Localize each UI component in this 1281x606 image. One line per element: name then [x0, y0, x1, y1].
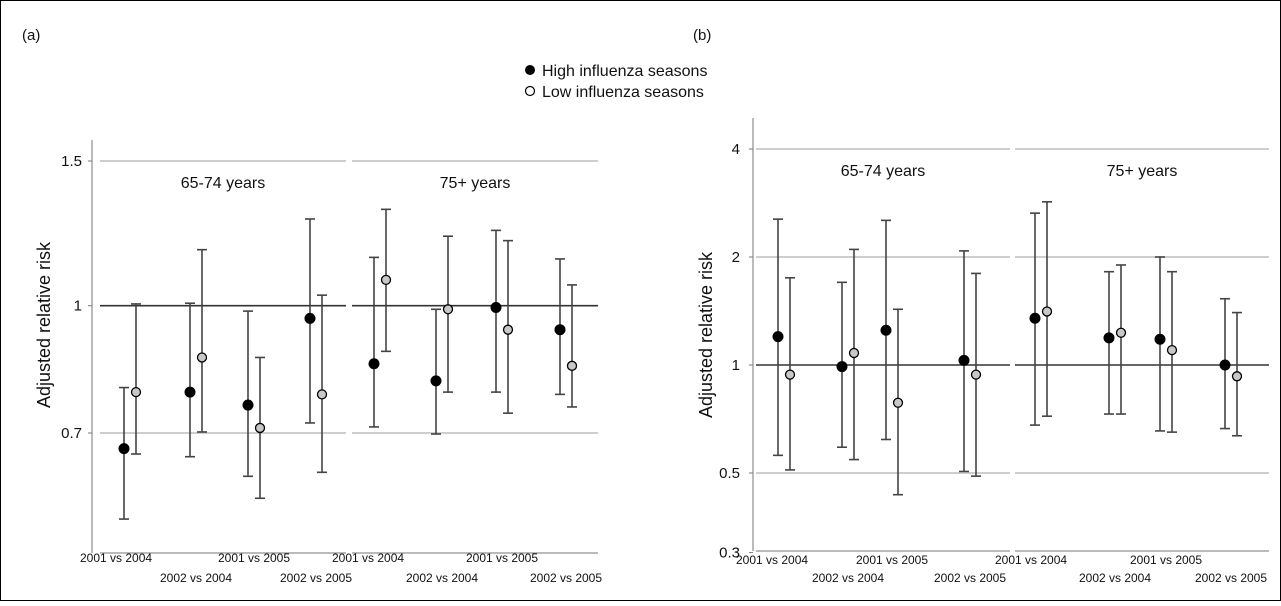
y-tick-label: 0.7	[61, 425, 82, 442]
point-high-season	[1219, 359, 1231, 371]
x-tick-label: 2001 vs 2005	[856, 553, 928, 567]
point-high-season	[772, 331, 784, 343]
point-low-season	[196, 352, 208, 363]
point-high-season	[1103, 332, 1115, 344]
panel-label: (b)	[693, 27, 711, 44]
y-tick-label: 1.5	[61, 153, 82, 170]
point-high-season	[836, 361, 848, 373]
facet-strip-label: 65-74 years	[181, 175, 266, 192]
point-low-season	[892, 397, 904, 408]
point-low-season	[442, 304, 454, 315]
facet-0: 65-74 years 2001 vs 2004 2002 vs 2004 2001 …	[736, 148, 1010, 585]
legend: High influenza seasons Low influenza sea…	[524, 63, 707, 101]
y-tick-label: 0.5	[719, 465, 740, 482]
point-high-season	[304, 312, 316, 324]
x-tick-label: 2002 vs 2005	[530, 571, 602, 585]
point-low-season	[1041, 306, 1053, 317]
point-low-season	[130, 386, 142, 398]
point-high-season	[554, 324, 566, 336]
x-tick-label: 2001 vs 2005	[1130, 553, 1202, 567]
x-tick-label: 2001 vs 2004	[736, 553, 808, 567]
x-tick-label: 2002 vs 2005	[1195, 571, 1267, 585]
point-high-season	[1029, 312, 1041, 324]
y-tick-label: 0.3	[719, 545, 740, 562]
panels: (a) 0.7 1 1.5 Adjusted relative risk 65-74 ye…	[22, 27, 1269, 585]
x-tick-label: 2001 vs 2004	[80, 551, 152, 565]
x-tick-label: 2001 vs 2004	[995, 553, 1067, 567]
point-high-season	[118, 443, 130, 455]
legend-marker-low	[524, 85, 536, 97]
point-low-season	[1231, 371, 1243, 382]
x-tick-label: 2002 vs 2005	[280, 571, 352, 585]
x-tick-label: 2002 vs 2004	[406, 571, 478, 585]
y-tick-label: 1	[74, 298, 82, 315]
point-low-season	[316, 389, 328, 400]
point-low-season	[502, 324, 514, 335]
point-low-season	[1115, 327, 1127, 338]
x-tick-label: 2002 vs 2004	[1079, 571, 1151, 585]
point-high-season	[430, 375, 442, 387]
point-low-season	[1166, 344, 1178, 356]
facet-strip-label: 75+ years	[1107, 163, 1178, 180]
point-high-season	[958, 354, 970, 366]
point-low-season	[784, 369, 796, 380]
point-low-season	[254, 422, 266, 434]
panel-0: (a) 0.7 1 1.5 Adjusted relative risk 65-74 ye…	[22, 27, 602, 585]
facet-0: 65-74 years 2001 vs 2004 2002 vs 2004 2001 …	[80, 160, 352, 585]
panel-1: (b) 0.3 0.5 1 2 4 Adjusted relative risk 65-74 …	[693, 27, 1269, 585]
x-tick-label: 2002 vs 2004	[812, 571, 884, 585]
facet-1: 75+ years 2001 vs 2004 2002 vs 2004 2001 vs…	[995, 148, 1269, 585]
y-tick-label: 4	[732, 141, 740, 158]
x-tick-label: 2002 vs 2004	[160, 571, 232, 585]
legend-label-low: Low influenza seasons	[542, 84, 704, 101]
point-low-season	[566, 360, 578, 371]
x-tick-label: 2001 vs 2005	[466, 551, 538, 565]
point-low-season	[380, 274, 392, 286]
legend-label-high: High influenza seasons	[542, 63, 707, 80]
y-axis-title: Adjusted relative risk	[34, 241, 54, 408]
x-tick-label: 2001 vs 2004	[332, 551, 404, 565]
point-high-season	[368, 358, 380, 370]
x-tick-label: 2001 vs 2005	[218, 551, 290, 565]
point-low-season	[970, 369, 982, 380]
point-high-season	[880, 324, 892, 336]
point-high-season	[1154, 333, 1166, 345]
legend-marker-high	[525, 65, 535, 75]
point-high-season	[242, 399, 254, 411]
point-high-season	[184, 386, 196, 398]
x-tick-label: 2002 vs 2005	[934, 571, 1006, 585]
point-high-season	[490, 301, 502, 313]
facet-strip-label: 65-74 years	[841, 163, 926, 180]
facet-strip-label: 75+ years	[440, 175, 511, 192]
y-axis-title: Adjusted relative risk	[696, 251, 716, 418]
point-low-season	[848, 347, 860, 359]
y-tick-label: 2	[732, 249, 740, 266]
panel-label: (a)	[22, 27, 40, 44]
y-tick-label: 1	[732, 357, 740, 374]
